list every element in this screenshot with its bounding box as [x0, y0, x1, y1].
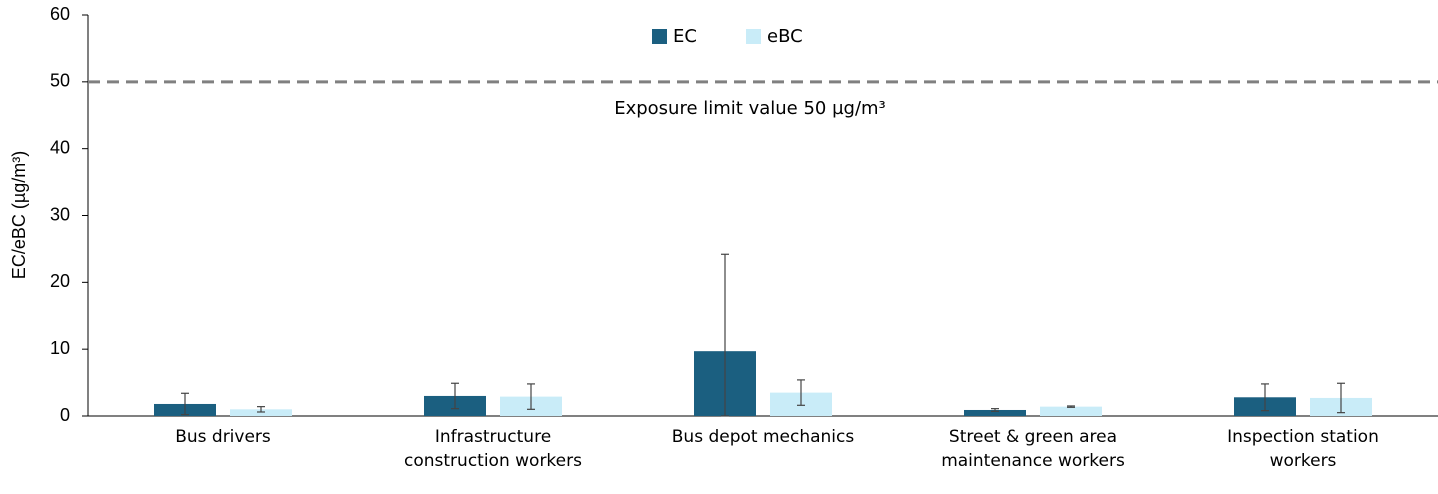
legend-swatch [652, 29, 667, 44]
bar [964, 409, 1026, 416]
error-bar [1261, 383, 1269, 412]
y-tick-label: 40 [50, 137, 70, 157]
limit-label: Exposure limit value 50 µg/m³ [614, 98, 886, 119]
x-tick-label: Infrastructure construction workers [404, 427, 582, 471]
y-tick-label: 10 [50, 338, 70, 358]
y-tick-label: 60 [50, 4, 70, 24]
x-tick-label: Bus depot mechanics [671, 427, 855, 447]
x-tick-label-box: Infrastructure construction workers [404, 427, 582, 471]
error-bar [181, 392, 189, 416]
bar [230, 409, 292, 416]
legend-swatch [746, 29, 761, 44]
y-tick-label: 50 [50, 71, 70, 91]
y-axis-label: EC/eBC (µg/m³) [9, 151, 29, 279]
x-tick-label-box: Bus depot mechanics [671, 427, 855, 447]
error-bar [721, 253, 729, 417]
error-bar [257, 406, 265, 413]
y-tick-label: 30 [50, 204, 70, 224]
y-tick-label: 0 [60, 405, 70, 425]
error-bar [797, 379, 805, 406]
error-bar [527, 383, 535, 410]
x-tick-label-box: Street & green area maintenance workers [941, 427, 1125, 471]
legend-label: EC [673, 26, 697, 47]
bar [1040, 406, 1102, 416]
error-bar [1337, 382, 1345, 414]
x-tick-label-box: Bus drivers [175, 427, 271, 447]
legend-label: eBC [767, 26, 803, 47]
x-tick-label: Bus drivers [175, 427, 271, 447]
x-tick-label-box: Inspection station workers [1227, 427, 1379, 471]
error-bar [1067, 405, 1075, 408]
x-tick-label: Inspection station workers [1227, 427, 1379, 471]
error-bar [991, 408, 999, 412]
error-bar [451, 382, 459, 410]
x-tick-label: Street & green area maintenance workers [941, 427, 1125, 471]
y-tick-label: 20 [50, 271, 70, 291]
